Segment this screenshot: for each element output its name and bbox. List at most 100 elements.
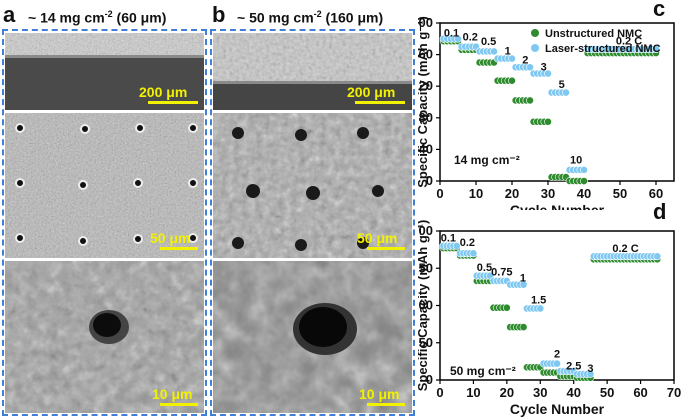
panel-b-title-tail: (160 μm) (321, 9, 384, 26)
panel-d-label: d (653, 199, 667, 224)
data-point (553, 359, 561, 368)
data-point (586, 370, 595, 378)
x-tick-label: 30 (541, 186, 555, 201)
y-tick-label: 200 (418, 223, 433, 238)
data-point (469, 249, 478, 258)
x-tick-label: 20 (505, 186, 519, 201)
scalebar-a-50 (160, 247, 198, 250)
rate-label: 0.2 C (612, 243, 638, 255)
panel-a-frame (2, 29, 207, 416)
panel-b-title-main: ~ 50 mg cm (237, 9, 314, 26)
y-tick-label: 40 (419, 141, 433, 156)
top-view-a-texture (5, 113, 204, 258)
y-tick-label: 150 (418, 260, 433, 275)
x-tick-label: 50 (600, 385, 614, 400)
sem-image-b-top-view (213, 113, 412, 258)
rate-label: 3 (587, 363, 593, 375)
x-tick-label: 0 (436, 385, 443, 400)
x-tick-label: 30 (533, 385, 547, 400)
y-tick-label: 100 (418, 298, 433, 313)
data-point (562, 88, 570, 97)
plot-frame (439, 22, 675, 182)
cross-section-b-texture (213, 33, 412, 110)
panel-c-label: c (653, 0, 666, 21)
x-tick-label: 0 (436, 186, 443, 201)
scalebar-b-200-label: 200 μm (347, 84, 396, 100)
cross-section-a-texture (5, 33, 204, 110)
data-point (580, 177, 588, 185)
data-point (502, 303, 511, 312)
y-tick-label: 0 (426, 372, 433, 387)
data-point (652, 45, 660, 53)
x-tick-label: 10 (466, 385, 480, 400)
data-point (452, 242, 461, 250)
data-point (508, 76, 516, 85)
scalebar-a-50-label: 50 μm (150, 230, 191, 246)
rate-label: 2 (522, 54, 528, 66)
rate-label: 10 (570, 155, 582, 167)
scalebar-a-10 (160, 403, 198, 406)
x-tick-label: 70 (667, 385, 681, 400)
data-point (454, 34, 462, 43)
panel-a-title: ~ 14 mg cm-2 (60 μm) (28, 9, 166, 26)
scalebar-b-50 (367, 247, 405, 250)
data-point (653, 252, 662, 261)
x-axis-label: Cycle Number (510, 202, 605, 210)
scalebar-b-10 (367, 403, 405, 406)
rate-label: 1 (505, 46, 511, 58)
panel-a-title-sup: -2 (104, 9, 113, 19)
x-tick-label: 20 (500, 385, 514, 400)
x-tick-label: 50 (613, 186, 627, 201)
panel-b-title: ~ 50 mg cm-2 (160 μm) (237, 9, 383, 26)
scalebar-b-200 (355, 101, 405, 104)
data-point (519, 280, 528, 289)
series-laser-structured-nmc (439, 242, 662, 378)
scalebar-b-50-label: 50 μm (357, 230, 398, 246)
y-tick-label: 50 (419, 335, 433, 350)
data-point (536, 304, 545, 313)
panel-a-title-main: ~ 14 mg cm (28, 9, 105, 26)
x-tick-label: 60 (633, 385, 647, 400)
data-point (526, 63, 534, 72)
x-axis-label: Cycle Number (510, 401, 605, 417)
rate-label: 2.5 (566, 361, 581, 373)
sem-image-b-zoom (213, 261, 412, 413)
rate-label: 1 (520, 273, 526, 285)
sem-image-b-cross-section (213, 33, 412, 110)
legend-marker (531, 44, 539, 52)
rate-label: 0.1 (444, 27, 459, 39)
series-laser-structured-nmc (439, 34, 660, 174)
zoom-b-texture (213, 261, 412, 413)
rate-label: 0.1 (441, 232, 456, 244)
panel-a-label: a (3, 2, 16, 27)
data-point (580, 166, 588, 174)
rate-label: 0.75 (491, 267, 512, 279)
sem-image-a-top-view (5, 113, 204, 258)
rate-label: 0.5 (477, 262, 492, 274)
x-tick-label: 40 (566, 385, 580, 400)
rate-label: 2 (554, 349, 560, 361)
rate-label: 0.2 (460, 237, 475, 249)
chart-c: 0 10 20 30 40 50 60 0 40 80 120 160 200 Cycle Number S… (418, 15, 675, 210)
sem-image-a-zoom (5, 261, 204, 413)
y-axis-label: Specific Capacity (mAh g⁻¹) (418, 220, 430, 392)
legend-marker (531, 29, 539, 37)
scalebar-a-200 (148, 101, 198, 104)
data-point (544, 69, 552, 78)
data-point (490, 47, 498, 56)
chart-d: 0 10 20 30 40 50 60 70 0 50 100 150 200 Cycle Number S… (418, 220, 681, 417)
x-tick-label: 40 (577, 186, 591, 201)
rate-label: 3 (541, 61, 547, 73)
y-tick-label: 80 (419, 110, 433, 125)
top-view-b-texture (213, 113, 412, 258)
rate-label: 0.2 C (616, 35, 642, 47)
scalebar-a-10-label: 10 μm (152, 386, 193, 402)
panel-b-label: b (212, 2, 226, 27)
legend-label: Unstructured NMC (545, 28, 642, 40)
y-tick-label: 160 (418, 47, 433, 62)
rate-label: 5 (559, 79, 565, 91)
loading-annotation: 14 mg cm⁻² (454, 153, 520, 167)
y-tick-label: 200 (418, 15, 433, 30)
scalebar-a-200-label: 200 μm (139, 84, 188, 100)
legend-label: Laser-structured NMC (545, 43, 661, 55)
